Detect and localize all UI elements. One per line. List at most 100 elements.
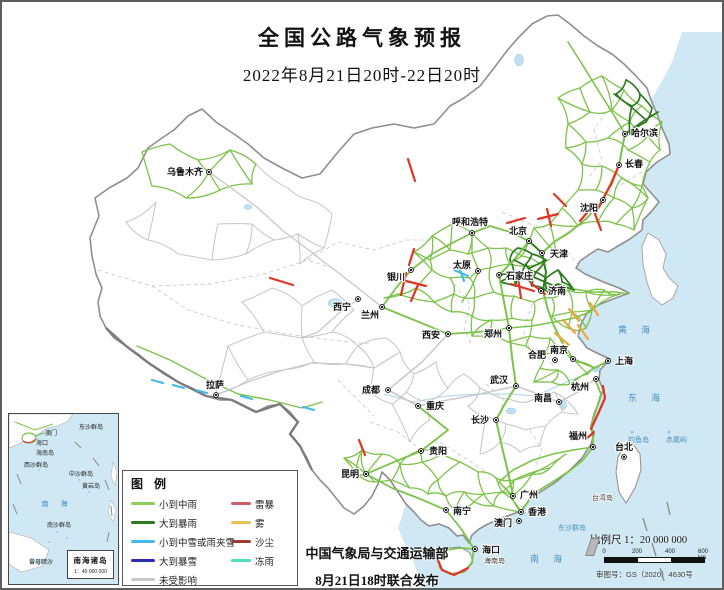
road-segment xyxy=(498,446,594,497)
city-dot-core xyxy=(207,170,211,174)
road-segment xyxy=(509,259,515,273)
road-segment xyxy=(405,391,429,403)
inset-title: 南海诸岛 xyxy=(73,556,108,565)
inset-label: 黄岩岛 xyxy=(82,482,100,490)
road-segment xyxy=(453,293,475,300)
road-segment xyxy=(531,453,567,475)
road-segment xyxy=(239,394,254,401)
road-segment xyxy=(565,141,587,149)
city-label: 长春 xyxy=(625,158,644,169)
road-segment xyxy=(641,105,663,123)
road-segment xyxy=(441,453,461,463)
road-segment xyxy=(533,227,557,255)
road-segment xyxy=(549,337,563,351)
legend-color-line xyxy=(131,578,155,581)
road-segment xyxy=(545,269,559,279)
road-segment xyxy=(263,331,303,339)
inset-label: 西沙群岛 xyxy=(24,461,48,469)
inset-scale: 1：40 000 000 xyxy=(74,569,107,575)
city-label: 澳门 xyxy=(494,517,512,528)
road-segment xyxy=(511,317,533,321)
city-marker: 长春 xyxy=(616,157,645,170)
city-marker: 北京 xyxy=(508,224,532,244)
road-segment xyxy=(505,247,511,265)
city-marker: 合肥 xyxy=(527,348,558,363)
road-segment xyxy=(609,163,621,187)
road-segment xyxy=(247,369,283,381)
sea-label: 台湾岛 xyxy=(592,493,613,502)
road-segment xyxy=(463,373,481,389)
road-segment xyxy=(391,463,401,481)
legend-item: 小到中雪或雨夹雪 xyxy=(131,532,235,551)
road-segment xyxy=(551,297,556,317)
road-segment xyxy=(141,151,153,187)
road-segment xyxy=(581,141,587,165)
road-segment xyxy=(391,403,411,443)
road-segment xyxy=(561,189,579,209)
qinghai-lake xyxy=(327,298,343,308)
legend-column-right: 雷暴雾沙尘 冻雨 xyxy=(231,494,291,588)
road-segment xyxy=(331,289,355,311)
road-segment xyxy=(551,289,569,299)
city-marker: 澳门 xyxy=(493,516,522,529)
city-dot-core xyxy=(519,510,523,514)
legend-item: 雾 xyxy=(231,513,291,532)
road-segment xyxy=(471,232,480,272)
road-segment xyxy=(629,121,649,137)
road-segment xyxy=(373,479,393,483)
city-label: 银川 xyxy=(387,271,405,282)
city-label: 郑州 xyxy=(484,328,502,339)
road-segment xyxy=(185,171,210,199)
legend-item: 大到暴雪 xyxy=(131,551,231,570)
road-segment xyxy=(399,461,423,466)
city-marker: 乌鲁木齐 xyxy=(166,165,212,178)
city-dot-core xyxy=(514,384,518,388)
road-segment xyxy=(601,165,623,179)
city-marker: 福州 xyxy=(567,429,596,450)
city-marker: 哈尔滨 xyxy=(622,126,659,139)
road-segment xyxy=(273,233,299,241)
road-segment xyxy=(301,405,316,412)
road-segment xyxy=(471,225,530,242)
legend-color-line xyxy=(131,559,155,562)
korea-peninsula xyxy=(641,232,679,306)
city-dot-core xyxy=(623,132,627,136)
legend-color-line xyxy=(231,521,251,524)
chiwei-island-dot xyxy=(667,430,671,434)
city-marker: 长沙 xyxy=(470,413,499,426)
city-label: 北京 xyxy=(509,225,527,236)
road-segment xyxy=(469,277,476,299)
legend-item-label: 大到暴雨 xyxy=(159,519,198,530)
city-label: 乌鲁木齐 xyxy=(167,166,204,177)
city-dot-core xyxy=(606,359,610,363)
road-segment xyxy=(219,183,253,191)
road-segment xyxy=(551,315,569,329)
city-label: 长沙 xyxy=(471,414,489,425)
road-segment xyxy=(505,216,527,225)
road-segment xyxy=(613,93,647,121)
city-dot-core xyxy=(591,445,595,449)
road-segment xyxy=(467,387,481,407)
legend-color-line xyxy=(131,521,155,524)
city-marker: 石家庄 xyxy=(496,269,534,282)
road-segment xyxy=(509,282,536,293)
city-marker: 武汉 xyxy=(489,373,519,389)
road-segment xyxy=(405,373,415,393)
road-segment xyxy=(435,361,449,389)
road-segment xyxy=(615,79,627,95)
city-dot-core xyxy=(419,449,423,453)
road-segment xyxy=(445,491,465,497)
road-segment xyxy=(539,367,559,371)
road-segment xyxy=(499,397,519,403)
road-segment xyxy=(501,479,515,493)
inset-label: 澳门 xyxy=(45,429,57,437)
road-segment xyxy=(447,373,465,389)
road-segment xyxy=(399,271,408,297)
road-segment xyxy=(509,247,519,261)
legend-item-label: 未受影响 xyxy=(159,576,198,587)
city-marker: 上海 xyxy=(605,354,634,367)
road-segment xyxy=(415,287,435,303)
road-segment xyxy=(601,75,613,111)
inset-label: 南沙群岛 xyxy=(47,521,71,529)
road-segment xyxy=(436,558,470,577)
